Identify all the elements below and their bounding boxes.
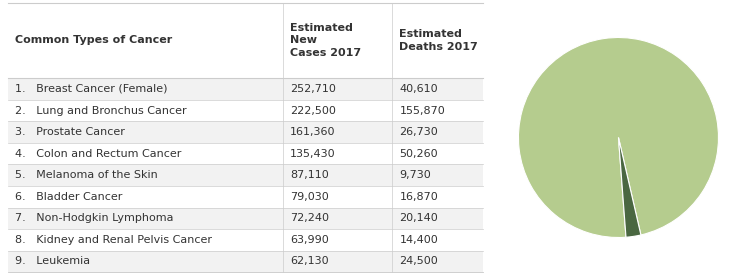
Text: 9.   Leukemia: 9. Leukemia [14,257,90,266]
Text: 50,260: 50,260 [400,149,438,159]
Text: Estimated
New
Cases 2017: Estimated New Cases 2017 [290,23,361,58]
Text: 63,990: 63,990 [290,235,329,245]
Text: Estimated
Deaths 2017: Estimated Deaths 2017 [400,29,478,52]
Text: 222,500: 222,500 [290,106,336,116]
Bar [8,78,483,100]
Text: Common Types of Cancer: Common Types of Cancer [14,35,172,45]
Bar [8,100,483,121]
Text: 40,610: 40,610 [400,84,438,94]
Text: 62,130: 62,130 [290,257,329,266]
Text: 79,030: 79,030 [290,192,329,202]
Text: 6.   Bladder Cancer: 6. Bladder Cancer [14,192,122,202]
Wedge shape [518,37,719,238]
Text: 16,870: 16,870 [400,192,438,202]
Text: 155,870: 155,870 [400,106,445,116]
Bar [8,208,483,229]
Text: 1.   Breast Cancer (Female): 1. Breast Cancer (Female) [14,84,167,94]
Text: 161,360: 161,360 [290,127,336,137]
Text: 3.   Prostate Cancer: 3. Prostate Cancer [14,127,125,137]
Text: 2.   Lung and Bronchus Cancer: 2. Lung and Bronchus Cancer [14,106,186,116]
Bar [8,251,483,272]
Text: 135,430: 135,430 [290,149,336,159]
Bar [8,143,483,164]
Text: 87,110: 87,110 [290,170,329,180]
Text: 7.   Non-Hodgkin Lymphoma: 7. Non-Hodgkin Lymphoma [14,213,173,223]
Wedge shape [619,138,641,237]
Bar [8,229,483,251]
Text: 20,140: 20,140 [400,213,438,223]
Text: 252,710: 252,710 [290,84,336,94]
Bar [8,186,483,208]
Text: 26,730: 26,730 [400,127,438,137]
Text: 4.   Colon and Rectum Cancer: 4. Colon and Rectum Cancer [14,149,181,159]
Text: 72,240: 72,240 [290,213,329,223]
Bar [8,3,483,78]
Text: 8.   Kidney and Renal Pelvis Cancer: 8. Kidney and Renal Pelvis Cancer [14,235,212,245]
Bar [8,164,483,186]
Text: 9,730: 9,730 [400,170,431,180]
Text: 5.   Melanoma of the Skin: 5. Melanoma of the Skin [14,170,158,180]
Text: 14,400: 14,400 [400,235,438,245]
Text: 24,500: 24,500 [400,257,438,266]
Bar [8,121,483,143]
